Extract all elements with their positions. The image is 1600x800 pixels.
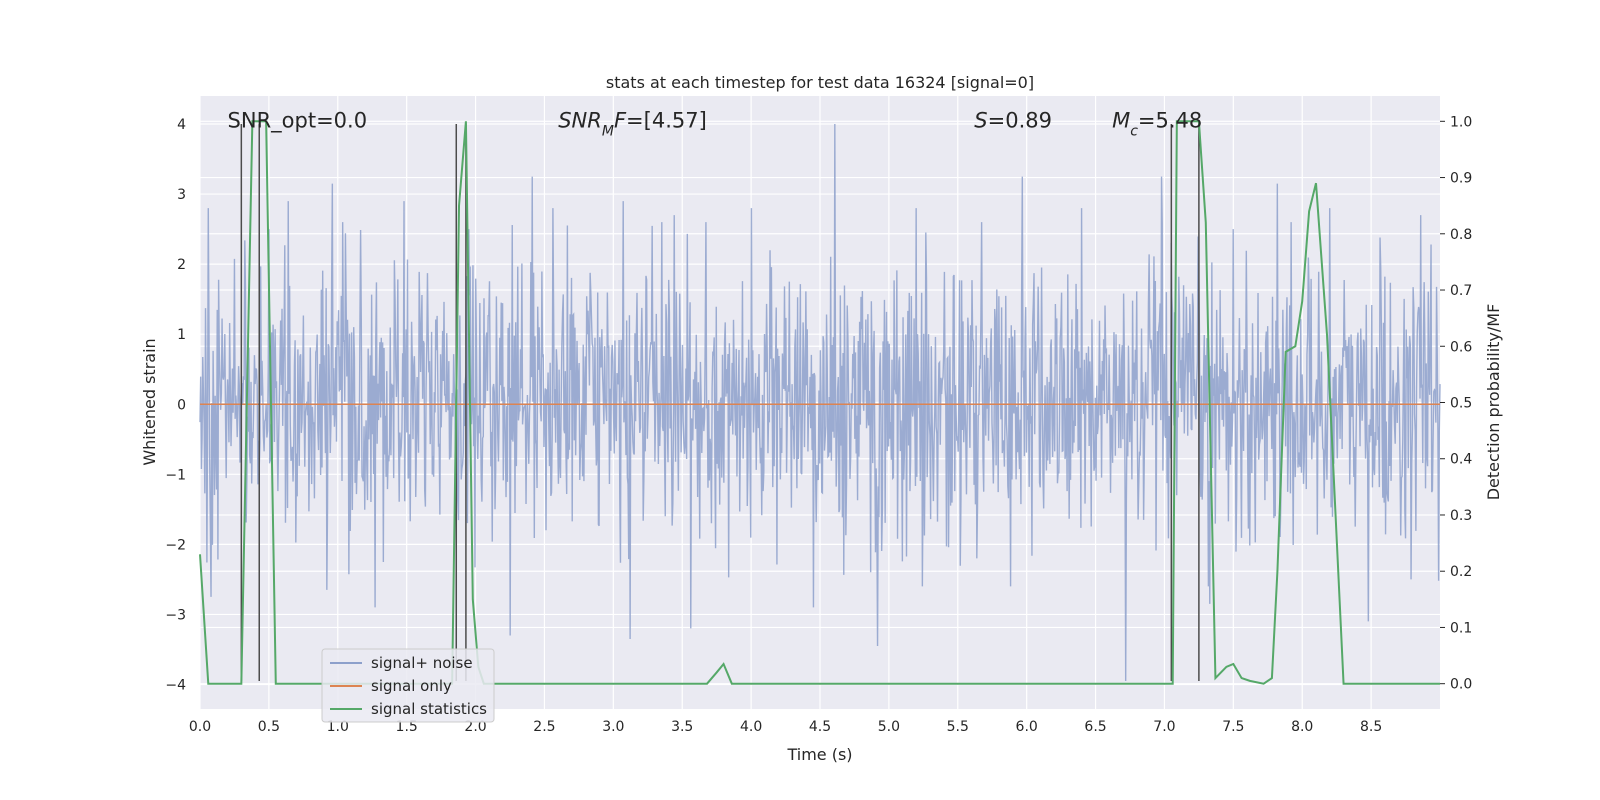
x-tick-label: 5.0 bbox=[878, 719, 900, 735]
x-tick-label: 3.0 bbox=[602, 719, 624, 735]
x-tick-label: 0.0 bbox=[189, 719, 211, 735]
y-left-tick-label: −2 bbox=[165, 537, 186, 553]
y-right-tick-label: 0.6 bbox=[1450, 339, 1472, 355]
y-left-tick-label: 1 bbox=[177, 327, 186, 343]
y-left-tick-label: −3 bbox=[165, 607, 186, 623]
x-tick-label: 7.0 bbox=[1153, 719, 1175, 735]
legend-label: signal only bbox=[371, 677, 452, 695]
y-left-tick-label: −1 bbox=[165, 467, 186, 483]
y-left-tick-label: 3 bbox=[177, 187, 186, 203]
x-axis-label: Time (s) bbox=[786, 745, 852, 764]
y-left-tick-label: 4 bbox=[177, 117, 186, 133]
x-tick-label: 6.0 bbox=[1016, 719, 1038, 735]
annotations: SNR_opt=0.0 SNRMF=[4.57] S=0.89 Mc=5.48 bbox=[228, 109, 1203, 140]
legend: signal+ noise signal only signal statistic… bbox=[321, 648, 495, 723]
x-tick-label: 7.5 bbox=[1222, 719, 1244, 735]
legend-label: signal statistics bbox=[371, 700, 487, 718]
annotation-snr-mf: SNRMF=[4.57] bbox=[558, 109, 707, 140]
y-left-tick-label: 0 bbox=[177, 397, 186, 413]
x-tick-label: 4.5 bbox=[809, 719, 831, 735]
noise-line bbox=[199, 124, 1441, 681]
x-tick-label: 3.5 bbox=[671, 719, 693, 735]
y-left-axis-label: Whitened strain bbox=[140, 338, 159, 465]
y-right-tick-label: 0.9 bbox=[1450, 171, 1472, 187]
x-tick-label: 1.5 bbox=[396, 719, 418, 735]
x-tick-label: 5.5 bbox=[947, 719, 969, 735]
y-left-tick-label: −4 bbox=[165, 677, 186, 693]
x-tick-label: 4.0 bbox=[740, 719, 762, 735]
y-right-tick-label: 0.0 bbox=[1450, 677, 1472, 693]
y-right-tick-label: 0.7 bbox=[1450, 283, 1472, 299]
noise-series bbox=[199, 124, 1441, 681]
x-tick-label: 2.0 bbox=[464, 719, 486, 735]
legend-box bbox=[321, 648, 495, 723]
annotation-mc-value: Mc=5.48 bbox=[1112, 109, 1202, 140]
x-tick-label: 0.5 bbox=[258, 719, 280, 735]
y-right-tick-label: 0.5 bbox=[1450, 396, 1472, 412]
y-right-tick-label: 0.4 bbox=[1450, 452, 1472, 468]
annotation-snr-opt: SNR_opt=0.0 bbox=[228, 109, 368, 134]
detection-markers bbox=[240, 124, 1200, 681]
y-right-axis-label: Detection probability/MF bbox=[1484, 304, 1503, 501]
y-right-ticks: 1.0 0.9 0.8 0.7 0.6 0.5 0.4 0.3 0.2 0.1 0.0 bbox=[1440, 114, 1472, 693]
y-left-tick-label: 2 bbox=[177, 257, 186, 273]
legend-label: signal+ noise bbox=[371, 654, 473, 672]
x-tick-label: 8.0 bbox=[1291, 719, 1313, 735]
x-tick-label: 2.5 bbox=[533, 719, 555, 735]
y-left-ticks: 4 3 2 1 0 −1 −2 −3 −4 bbox=[165, 117, 186, 693]
y-right-tick-label: 0.8 bbox=[1450, 227, 1472, 243]
annotation-s-value: S=0.89 bbox=[974, 109, 1052, 133]
chart-title: stats at each timestep for test data 163… bbox=[606, 73, 1034, 92]
y-right-tick-label: 0.3 bbox=[1450, 508, 1472, 524]
x-tick-label: 8.5 bbox=[1360, 719, 1382, 735]
x-axis-ticks: 0.0 0.5 1.0 1.5 2.0 2.5 3.0 3.5 4.0 4.5 5.0 5.5 6.0 6… bbox=[189, 719, 1382, 735]
statistics-series bbox=[199, 120, 1440, 685]
x-tick-label: 1.0 bbox=[327, 719, 349, 735]
y-right-tick-label: 0.1 bbox=[1450, 620, 1472, 636]
y-right-tick-label: 0.2 bbox=[1450, 564, 1472, 580]
y-right-tick-label: 1.0 bbox=[1450, 114, 1472, 130]
statistics-line bbox=[199, 120, 1440, 685]
x-tick-label: 6.5 bbox=[1084, 719, 1106, 735]
